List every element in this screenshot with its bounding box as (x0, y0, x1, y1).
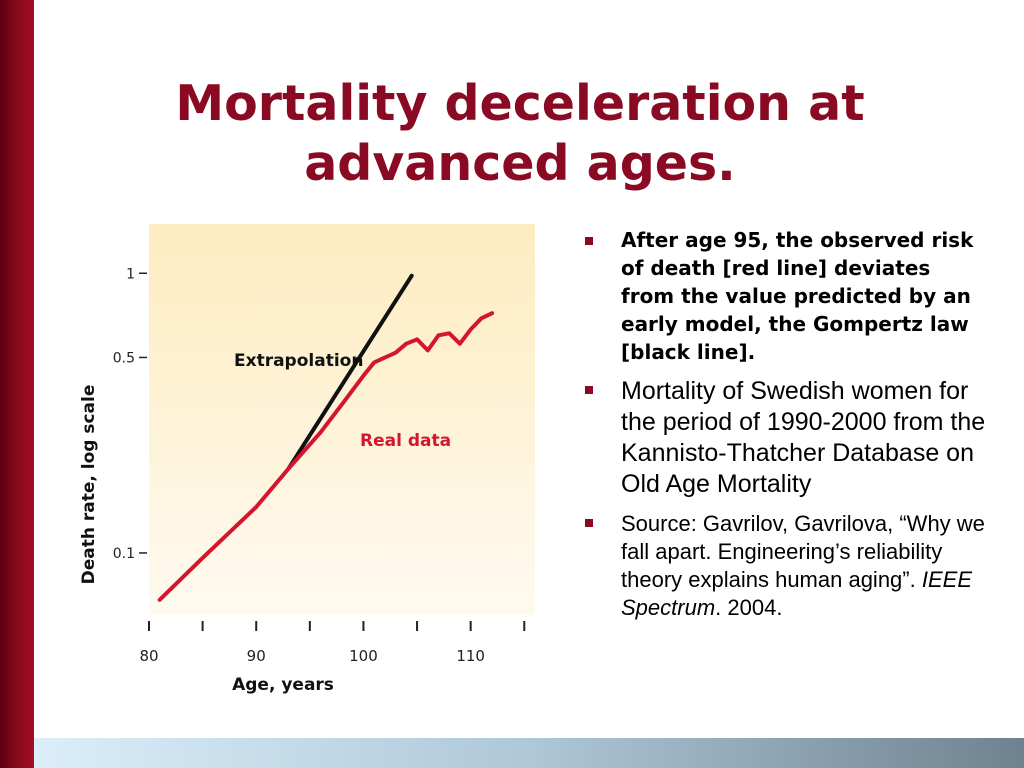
bullet-item: Source: Gavrilov, Gavrilova, “Why we fal… (580, 510, 990, 622)
x-tick-label: 90 (247, 647, 266, 665)
square-bullet-icon (585, 519, 593, 527)
bullet-list: After age 95, the observed risk of death… (580, 226, 990, 632)
mortality-chart: 1 0.5 0.1 80 90 100 110 Extrapolation Real dat… (79, 224, 535, 695)
source-journal: IEEE Spectrum (621, 567, 972, 620)
series-lines (157, 273, 495, 602)
bullet-text: After age 95, the observed risk of death… (621, 228, 974, 364)
x-tick-label: 100 (349, 647, 378, 665)
real-data-line (157, 311, 495, 602)
square-bullet-icon (585, 237, 593, 245)
square-bullet-icon (585, 386, 593, 394)
source-year: . 2004. (715, 595, 783, 620)
x-axis-label: Age, years (232, 675, 334, 695)
bullet-item: Mortality of Swedish women for the perio… (580, 376, 990, 500)
slide-title: Mortality deceleration at advanced ages. (100, 74, 940, 194)
y-tick-label: 0.5 (113, 350, 135, 366)
y-tick-label: 0.1 (113, 546, 135, 562)
real-data-label: Real data (360, 431, 451, 451)
bullet-item: After age 95, the observed risk of death… (580, 226, 990, 366)
x-axis: 80 90 100 110 (139, 621, 526, 665)
x-tick-label: 110 (456, 647, 485, 665)
left-accent-bar (0, 0, 34, 768)
bottom-gradient-bar (34, 738, 1024, 768)
series-labels: Extrapolation Real data (234, 351, 451, 451)
slide-title-line-1: Mortality deceleration at (175, 75, 865, 132)
source-text: Source: Gavrilov, Gavrilova, “Why we fal… (621, 511, 985, 592)
slide-title-line-2: advanced ages. (304, 135, 736, 192)
extrapolation-line (286, 273, 414, 471)
y-axis: 1 0.5 0.1 (113, 266, 147, 562)
extrapolation-label: Extrapolation (234, 351, 363, 371)
y-tick-label: 1 (126, 266, 135, 282)
bullet-text: Mortality of Swedish women for the perio… (621, 377, 986, 498)
x-tick-label: 80 (139, 647, 158, 665)
y-axis-label: Death rate, log scale (79, 385, 99, 585)
